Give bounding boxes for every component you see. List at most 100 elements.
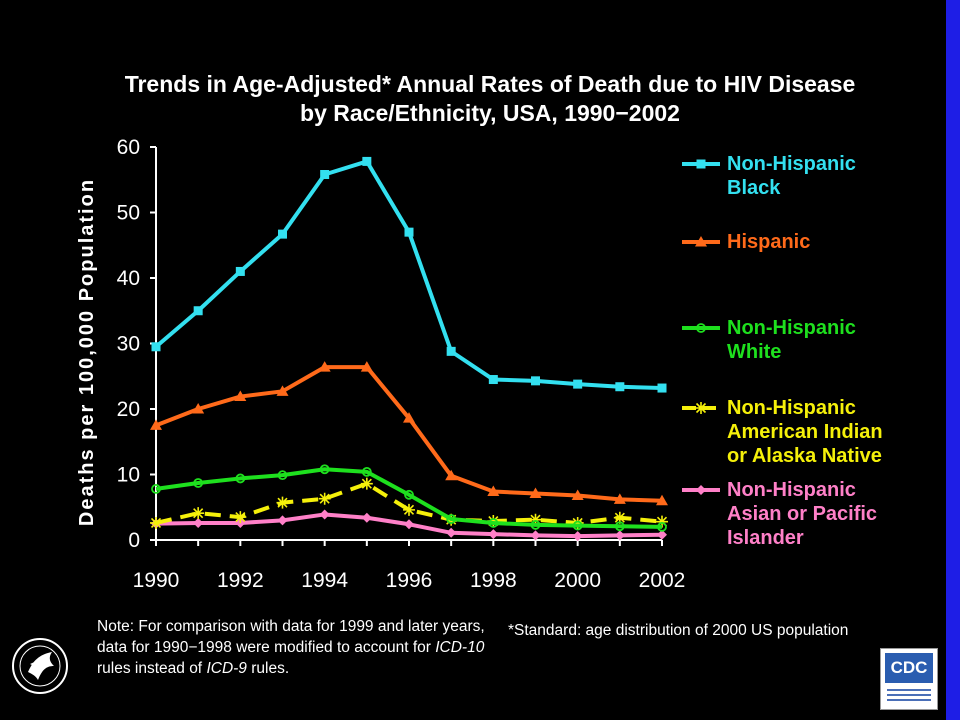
data-point [235,473,246,484]
data-point [529,513,542,526]
data-point [529,487,542,498]
data-point [277,470,288,481]
data-point [362,156,372,166]
y-tick-label: 10 [117,464,140,487]
legend-label-line: American Indian [727,421,883,443]
data-point [614,530,625,541]
legend-label: Non-Hispanic White [727,316,856,364]
data-point [235,266,245,276]
x-tick-label: 2002 [639,569,686,592]
data-point [657,522,667,532]
data-point [572,520,583,531]
y-tick-label: 30 [117,333,140,356]
data-point [573,379,583,389]
x-tick-label: 1996 [386,569,433,592]
y-tick-label: 40 [117,267,140,290]
y-tick-label: 60 [117,136,140,159]
data-point [234,511,247,524]
chart-title-line-1: Trends in Age-Adjusted* Annual Rates of … [124,71,856,97]
chart-title-line-2: by Race/Ethnicity, USA, 1990−2002 [300,100,680,126]
data-point [361,512,372,523]
note-icd9: ICD-9 [206,660,247,677]
data-point [193,478,204,488]
legend-label: Non-Hispanic American Indian or Alaska Nat… [727,396,883,468]
data-point [319,509,330,520]
data-point [404,489,414,500]
data-point [613,493,626,504]
legend-label-line: Islander [727,527,804,549]
legend-swatch-marker [695,236,707,247]
data-point [445,469,458,481]
data-point [278,229,287,239]
x-tick-label: 1994 [301,569,348,592]
x-tick-label: 1992 [217,569,264,592]
standard-note: *Standard: age distribution of 2000 US p… [508,622,849,639]
data-point [657,529,667,540]
legend-label-line: Non-Hispanic [727,397,856,419]
data-point [530,520,541,530]
data-point [361,466,372,477]
note-suffix: rules. [246,660,290,677]
y-tick-label: 0 [128,529,140,552]
data-point [276,496,289,509]
data-point [318,361,331,372]
data-point [615,382,625,392]
cdc-logo-lines [887,689,931,704]
data-point [277,515,288,526]
data-point [488,518,499,528]
data-point [150,516,162,529]
data-point [192,507,205,520]
data-point [487,485,500,497]
legend-label-line: or Alaska Native [727,445,882,467]
legend-swatch-marker [695,402,707,414]
data-point [192,403,205,414]
x-tick-label: 2000 [554,569,601,592]
note-icd10: ICD-10 [435,639,485,656]
series-line [155,481,663,525]
legend-swatch-marker [696,323,706,333]
x-tick-label: 1990 [133,569,180,592]
legend-label: Non-Hispanic Asian or Pacific Islander [727,478,877,550]
data-point [613,511,626,524]
data-point [404,519,414,530]
legend-label: Non-Hispanic Black [727,152,856,200]
data-point [572,531,583,542]
data-point [151,484,161,494]
data-point [488,529,499,540]
legend-swatch-marker [696,485,706,495]
note-middle: rules instead of [97,660,207,677]
data-point [150,419,162,430]
data-point [320,170,330,180]
data-point [446,527,457,538]
data-point [571,489,584,500]
legend-label-line: Non-Hispanic [727,317,856,339]
data-point [234,390,247,402]
cdc-logo: CDC [880,648,938,710]
data-point [488,375,498,385]
legend-label-line: Non-Hispanic [727,153,856,175]
hhs-eagle-logo [12,638,68,694]
y-tick-label: 20 [117,398,140,421]
legend-label-line: Asian or Pacific [727,503,878,525]
legend-label-line: Black [727,177,781,199]
right-edge-bar [946,0,960,720]
legend-label-line: White [727,341,782,363]
data-point [656,515,668,528]
data-point [404,227,414,237]
y-tick-label: 50 [117,202,140,225]
legend-label-line: Hispanic [727,231,811,253]
data-point [403,503,415,516]
data-point [531,376,540,386]
x-tick-label: 1998 [470,569,517,592]
data-point [319,464,330,475]
cdc-logo-text: CDC [885,653,933,683]
data-point [360,477,373,490]
legend-label: Hispanic [727,230,810,254]
data-point [446,514,457,524]
data-point [360,361,373,372]
data-point [318,492,331,505]
legend-swatch-marker [696,159,706,169]
data-point [656,494,668,506]
data-point [193,517,204,528]
